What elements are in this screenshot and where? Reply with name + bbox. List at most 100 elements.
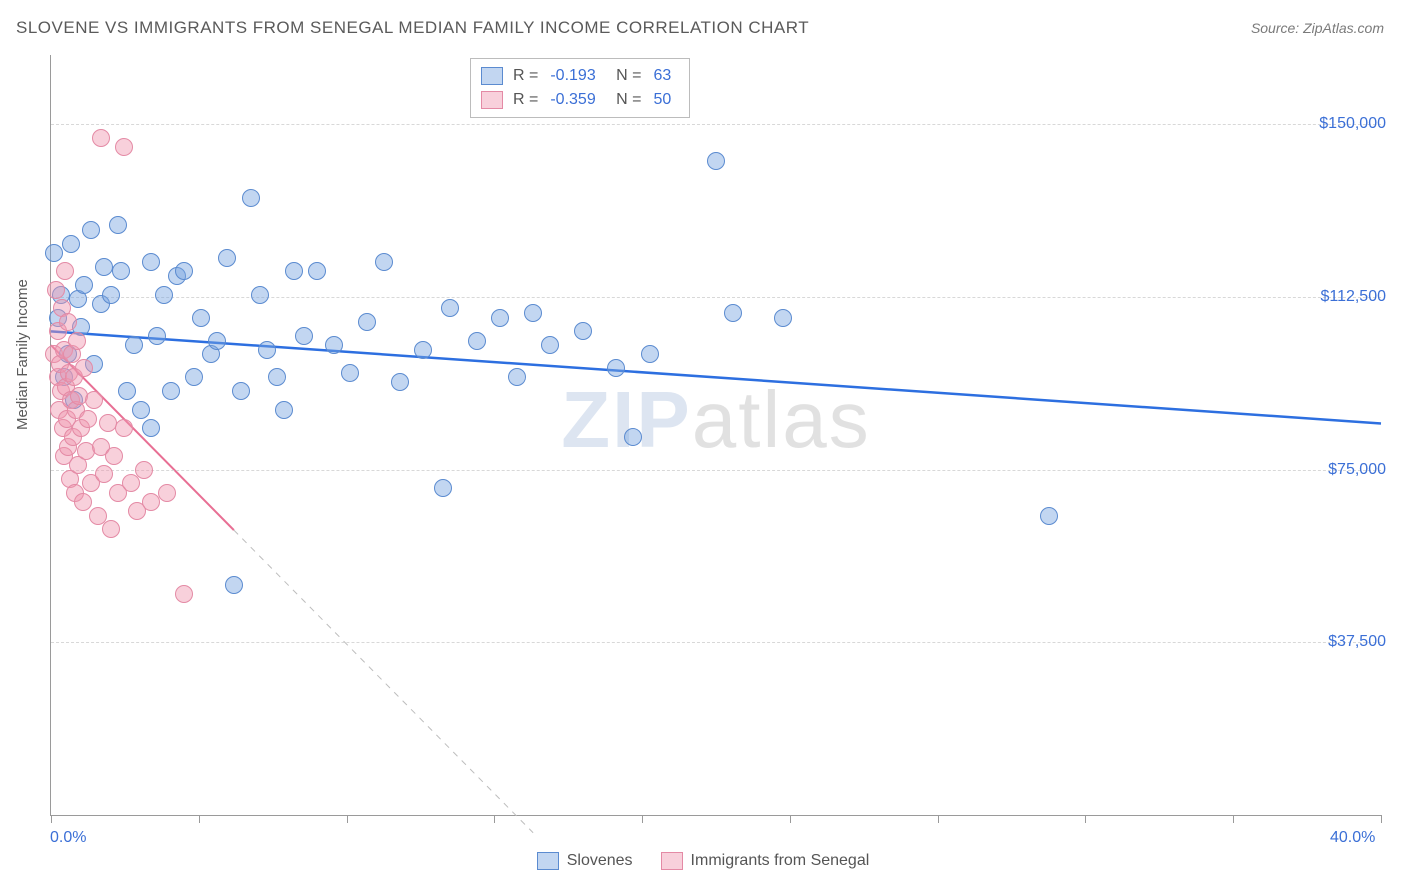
marker-senegal [122,474,140,492]
marker-slovenes [774,309,792,327]
x-tick [199,815,200,823]
marker-slovenes [295,327,313,345]
marker-slovenes [258,341,276,359]
x-tick-label: 0.0% [50,829,86,847]
marker-senegal [135,461,153,479]
marker-senegal [85,391,103,409]
gridline [51,124,1381,125]
marker-slovenes [541,336,559,354]
marker-slovenes [391,373,409,391]
marker-slovenes [524,304,542,322]
x-tick [790,815,791,823]
legend-item: Immigrants from Senegal [661,852,870,870]
marker-slovenes [268,368,286,386]
marker-senegal [47,281,65,299]
marker-slovenes [185,368,203,386]
marker-slovenes [242,189,260,207]
marker-senegal [142,493,160,511]
gridline [51,642,1381,643]
marker-slovenes [434,479,452,497]
n-label: N = [612,88,642,112]
bottom-legend: Slovenes Immigrants from Senegal [0,852,1406,870]
marker-slovenes [208,332,226,350]
x-tick [494,815,495,823]
marker-slovenes [251,286,269,304]
marker-slovenes [285,262,303,280]
marker-senegal [105,447,123,465]
marker-slovenes [148,327,166,345]
marker-slovenes [225,576,243,594]
legend-swatch [481,67,503,85]
marker-slovenes [341,364,359,382]
marker-slovenes [192,309,210,327]
marker-slovenes [724,304,742,322]
legend-swatch [661,852,683,870]
marker-slovenes [308,262,326,280]
marker-slovenes [468,332,486,350]
r-label: R = [513,64,538,88]
marker-slovenes [574,322,592,340]
plot-area: ZIPatlas [50,55,1381,816]
x-tick [1381,815,1382,823]
legend-swatch [537,852,559,870]
watermark-atlas: atlas [692,375,871,464]
marker-slovenes [132,401,150,419]
marker-slovenes [109,216,127,234]
gridline [51,470,1381,471]
n-label: N = [612,64,642,88]
marker-senegal [75,359,93,377]
marker-slovenes [1040,507,1058,525]
y-tick-label: $150,000 [1319,115,1386,133]
r-value: -0.359 [550,88,595,112]
marker-slovenes [414,341,432,359]
marker-slovenes [325,336,343,354]
marker-slovenes [607,359,625,377]
marker-senegal [102,520,120,538]
marker-slovenes [275,401,293,419]
y-tick-label: $75,000 [1328,461,1386,479]
marker-slovenes [441,299,459,317]
y-tick-label: $37,500 [1328,633,1386,651]
stats-row: R =-0.359 N =50 [481,88,677,112]
x-tick [347,815,348,823]
marker-slovenes [62,235,80,253]
marker-slovenes [358,313,376,331]
stats-row: R = -0.193 N = 63 [481,64,677,88]
marker-slovenes [112,262,130,280]
x-tick [938,815,939,823]
marker-slovenes [707,152,725,170]
gridline [51,297,1381,298]
n-value: 50 [654,88,672,112]
marker-slovenes [125,336,143,354]
marker-slovenes [142,419,160,437]
marker-senegal [115,138,133,156]
marker-senegal [74,493,92,511]
marker-slovenes [142,253,160,271]
marker-slovenes [624,428,642,446]
watermark: ZIPatlas [561,374,870,466]
marker-senegal [59,313,77,331]
x-tick [51,815,52,823]
marker-slovenes [232,382,250,400]
marker-senegal [68,332,86,350]
watermark-zip: ZIP [561,375,691,464]
marker-senegal [175,585,193,603]
chart-title: SLOVENE VS IMMIGRANTS FROM SENEGAL MEDIA… [16,18,809,38]
marker-slovenes [508,368,526,386]
r-value: -0.193 [550,64,595,88]
y-tick-label: $112,500 [1320,288,1386,306]
marker-senegal [115,419,133,437]
marker-slovenes [102,286,120,304]
x-tick [1085,815,1086,823]
marker-senegal [95,465,113,483]
marker-slovenes [641,345,659,363]
legend-item: Slovenes [537,852,633,870]
marker-senegal [56,262,74,280]
n-value: 63 [654,64,672,88]
x-tick-label: 40.0% [1330,829,1375,847]
x-tick [1233,815,1234,823]
source-label: Source: ZipAtlas.com [1251,20,1384,36]
marker-slovenes [491,309,509,327]
marker-slovenes [82,221,100,239]
marker-slovenes [375,253,393,271]
